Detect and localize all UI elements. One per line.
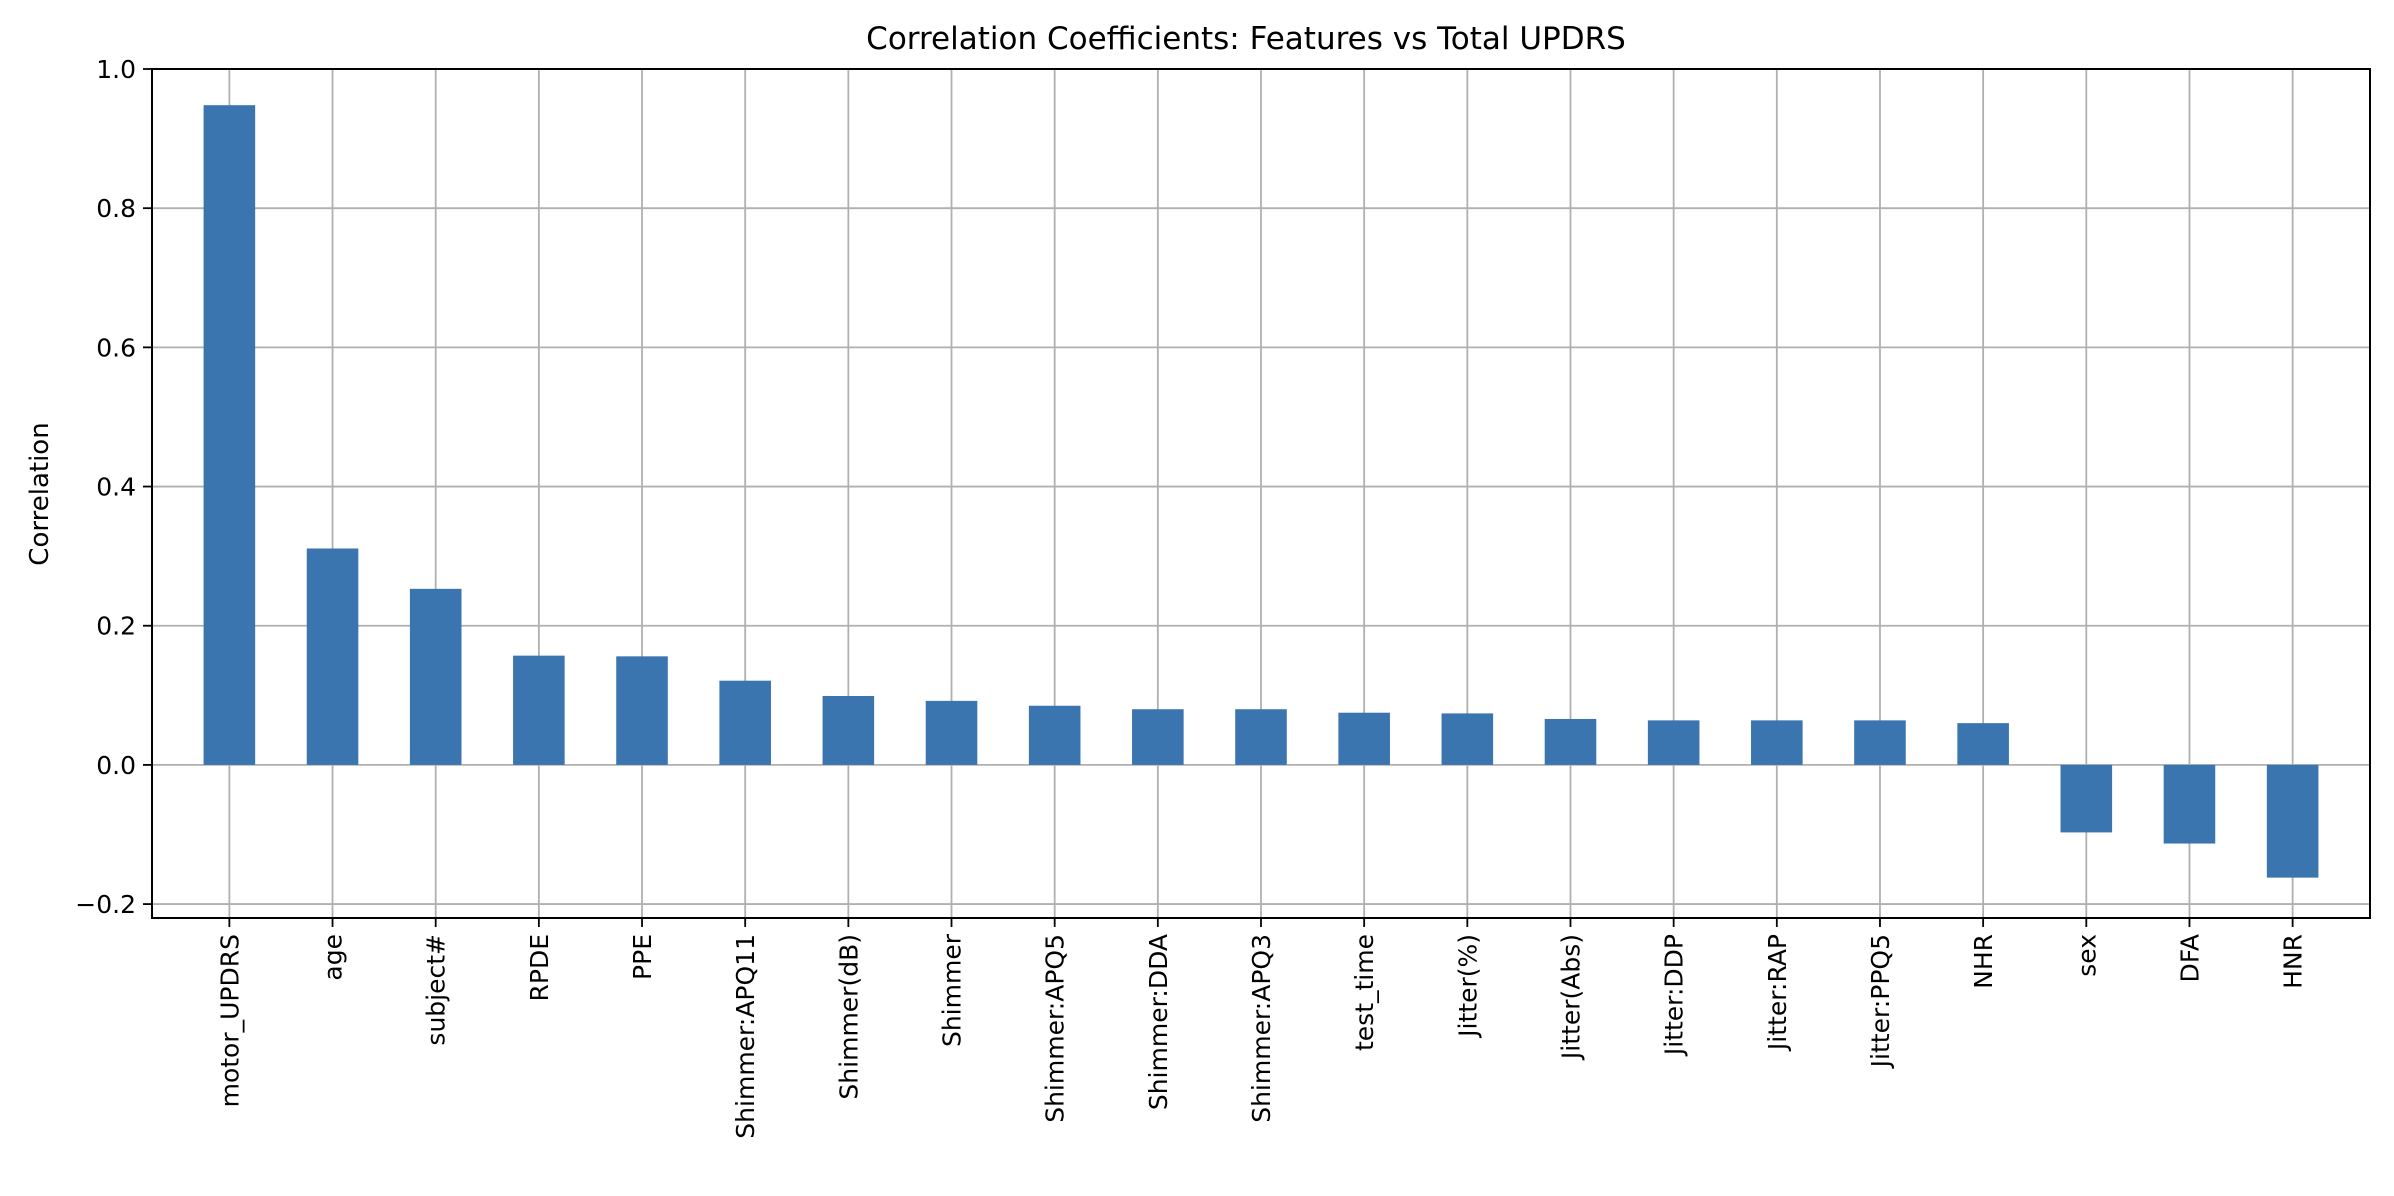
bar xyxy=(1028,705,1081,765)
chart-title: Correlation Coefficients: Features vs To… xyxy=(866,21,1626,57)
bar xyxy=(1751,720,1803,765)
axes: −0.2 0.0 0.2 0.4 0.6 0.8 1.0 motor_UPDRS age subj… xyxy=(75,55,2307,1139)
x-tick-label: Jitter:DDP xyxy=(1660,934,1689,1057)
y-tick-label: −0.2 xyxy=(75,890,136,919)
x-tick-label: motor_UPDRS xyxy=(215,934,244,1107)
bar xyxy=(1647,720,1700,765)
y-tick-label: 1.0 xyxy=(96,55,136,84)
x-tick-label: NHR xyxy=(1969,934,1998,989)
bar xyxy=(306,548,359,765)
bar xyxy=(925,700,978,765)
x-tick-label: Jitter:RAP xyxy=(1763,934,1792,1052)
bar xyxy=(2163,764,2216,844)
bar xyxy=(1235,709,1287,765)
bar xyxy=(203,105,256,765)
grid xyxy=(152,68,2370,918)
y-tick-label: 0.0 xyxy=(96,751,136,780)
bar xyxy=(409,588,462,765)
bar xyxy=(1957,723,2009,765)
bar xyxy=(1132,709,1184,765)
y-axis-label: Correlation xyxy=(25,422,55,565)
x-tick-label: sex xyxy=(2072,934,2101,977)
x-tick-label: subject# xyxy=(422,934,451,1046)
x-tick-label: Shimmer xyxy=(938,933,967,1047)
x-tick-label: RPDE xyxy=(525,934,554,1002)
bar xyxy=(719,680,771,765)
bar xyxy=(1854,720,1906,765)
x-tick-label: Shimmer:APQ11 xyxy=(731,934,760,1139)
x-tick-label: Shimmer:DDA xyxy=(1144,934,1173,1110)
plot-frame xyxy=(151,68,2371,919)
x-tick-label: HNR xyxy=(2279,934,2308,989)
x-tick-label: Jitter(%) xyxy=(1453,934,1482,1039)
x-tick-label: Shimmer(dB) xyxy=(834,934,863,1100)
bars xyxy=(203,105,2319,878)
x-tick-label: Shimmer:APQ3 xyxy=(1247,934,1276,1123)
bar xyxy=(2060,764,2113,833)
bar xyxy=(616,656,668,765)
x-tick-label: Jitter(Abs) xyxy=(1556,934,1585,1061)
x-tick-label: age xyxy=(319,934,348,981)
bar xyxy=(822,696,875,765)
x-tick-label: PPE xyxy=(628,934,657,980)
bar xyxy=(513,655,565,765)
y-tick-label: 0.2 xyxy=(96,612,136,641)
x-tick-label: Jitter:PPQ5 xyxy=(1866,934,1895,1069)
x-tick-label: Shimmer:APQ5 xyxy=(1041,934,1070,1123)
bar xyxy=(2266,764,2319,878)
bar xyxy=(1544,718,1597,765)
y-tick-label: 0.4 xyxy=(96,473,136,502)
x-tick-label: test_time xyxy=(1350,934,1379,1051)
x-tick-label: DFA xyxy=(2175,934,2204,982)
bar xyxy=(1338,712,1390,765)
y-tick-label: 0.8 xyxy=(96,194,136,223)
bar xyxy=(1441,713,1494,765)
y-tick-label: 0.6 xyxy=(96,333,136,362)
